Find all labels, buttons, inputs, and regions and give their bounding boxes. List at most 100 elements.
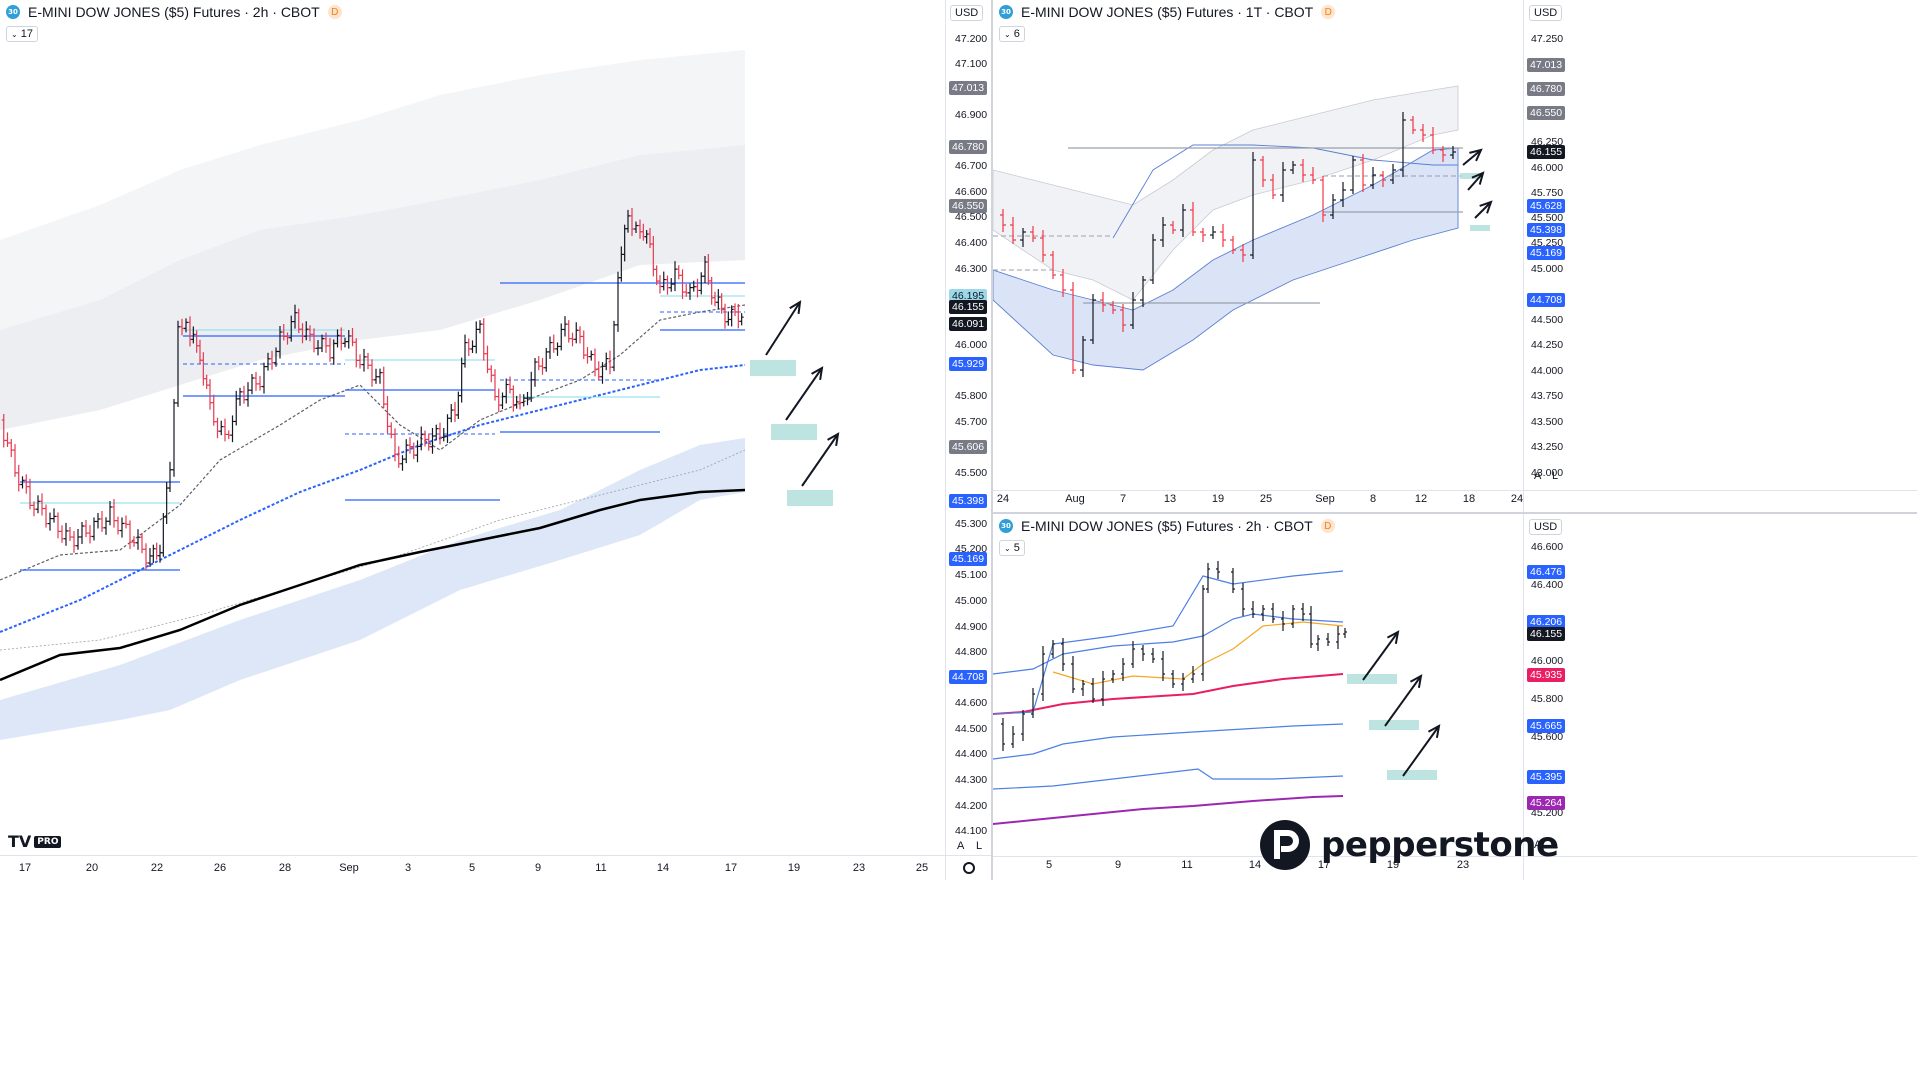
symbol-header[interactable]: 30 E-MINI DOW JONES ($5) Futures · 2h · … [999, 518, 1335, 534]
delayed-data-badge[interactable]: D [1321, 5, 1336, 19]
price-axis-label: 45.300 [955, 518, 988, 530]
date-label: 5 [1045, 859, 1053, 871]
price-axis-label: 45.500 [1531, 212, 1564, 224]
indicators-toggle[interactable]: ⌄ 5 [999, 540, 1025, 556]
price-axis-label: 46.300 [955, 263, 988, 275]
date-label: 24 [996, 493, 1010, 505]
price-axis-label: 43.250 [1531, 441, 1564, 453]
price-axis-label: 46.900 [955, 109, 988, 121]
arrow-line [1474, 201, 1492, 219]
symbol-title[interactable]: E-MINI DOW JONES ($5) Futures · 2h · CBO… [28, 4, 320, 20]
log-scale-button[interactable]: L [1552, 470, 1559, 482]
settings-gear-icon[interactable] [963, 862, 975, 874]
price-axis-label: 47.100 [955, 58, 988, 70]
price-axis-label: 43.750 [1531, 390, 1564, 402]
price-axis-label: 44.200 [955, 800, 988, 812]
date-label: 5 [468, 862, 476, 874]
price-axis-label: 44.500 [955, 723, 988, 735]
chart-pane-bottom-right[interactable]: 30 E-MINI DOW JONES ($5) Futures · 2h · … [993, 514, 1917, 880]
log-scale-button[interactable]: L [1552, 839, 1559, 851]
price-chart-bottom-right[interactable] [993, 514, 1523, 856]
pepperstone-logo-icon [1260, 820, 1310, 870]
price-tag: 45.665 [1527, 719, 1566, 733]
pane-divider-vertical[interactable] [991, 0, 993, 880]
arrow-head [1469, 148, 1483, 162]
target-zone [1347, 674, 1397, 684]
indicators-toggle[interactable]: ⌄ 17 [6, 26, 38, 42]
arrow-head [789, 300, 802, 315]
chart-pane-top-right[interactable]: 30 E-MINI DOW JONES ($5) Futures · 1T · … [993, 0, 1917, 512]
currency-selector[interactable]: USD [1529, 5, 1563, 21]
log-scale-button[interactable]: L [976, 840, 983, 852]
price-tag: 45.264 [1527, 796, 1566, 810]
auto-scale-button[interactable]: A [1534, 839, 1542, 851]
price-axis-divider [1523, 514, 1524, 880]
currency-selector[interactable]: USD [1529, 519, 1563, 535]
price-chart-top-right[interactable] [993, 0, 1523, 490]
symbol-title[interactable]: E-MINI DOW JONES ($5) Futures · 1T · CBO… [1021, 4, 1314, 20]
price-axis-label: 45.800 [1531, 693, 1564, 705]
price-axis-label: 46.500 [955, 211, 988, 223]
price-tag: 46.155 [949, 300, 988, 314]
pane-divider-horizontal[interactable] [993, 512, 1917, 514]
band-line [993, 768, 1344, 790]
date-label: 9 [534, 862, 542, 874]
symbol-title[interactable]: E-MINI DOW JONES ($5) Futures · 2h · CBO… [1021, 518, 1313, 534]
delayed-data-badge[interactable]: D [327, 5, 342, 19]
date-label: 17 [1317, 859, 1331, 871]
price-tag: 45.929 [949, 357, 988, 371]
delayed-data-badge[interactable]: D [1320, 519, 1335, 533]
price-tag: 45.169 [1527, 246, 1566, 260]
arrow-line [765, 301, 801, 356]
price-tag: 46.091 [949, 317, 988, 331]
arrow-head [1386, 630, 1400, 644]
indicator-count: 5 [1013, 542, 1020, 554]
price-axis-label: 45.000 [955, 595, 988, 607]
arrow-line [1402, 725, 1440, 777]
price-tag: 45.169 [949, 552, 988, 566]
envelope-band [993, 85, 1459, 301]
price-tag: 45.395 [1527, 770, 1566, 784]
price-tag: 47.013 [949, 81, 988, 95]
price-tag: 45.606 [949, 440, 988, 454]
target-zone [1460, 173, 1480, 179]
price-tag: 46.206 [1527, 615, 1566, 629]
symbol-header[interactable]: 30 E-MINI DOW JONES ($5) Futures · 2h · … [6, 4, 342, 20]
price-axis-label: 46.400 [955, 237, 988, 249]
band-line [993, 723, 1344, 760]
arrow-head [811, 366, 824, 381]
price-axis-label: 46.000 [955, 339, 988, 351]
date-label: 19 [1211, 493, 1225, 505]
date-label: 28 [278, 862, 292, 874]
target-zone [1369, 720, 1419, 730]
date-label: 11 [1181, 859, 1193, 871]
date-label: 14 [1248, 859, 1262, 871]
vwap-lower-line [993, 795, 1344, 825]
date-label: 25 [915, 862, 929, 874]
date-label: 22 [150, 862, 164, 874]
currency-selector[interactable]: USD [950, 5, 984, 21]
symbol-header[interactable]: 30 E-MINI DOW JONES ($5) Futures · 1T · … [999, 4, 1336, 20]
price-axis-label: 44.800 [955, 646, 988, 658]
arrow-line [1467, 172, 1484, 191]
price-axis-label: 44.100 [955, 825, 988, 837]
price-axis-label: 45.000 [1531, 263, 1564, 275]
date-label: 11 [595, 862, 607, 874]
target-zone [1387, 770, 1437, 780]
price-axis-label: 46.000 [1531, 655, 1564, 667]
auto-scale-button[interactable]: A [1534, 470, 1542, 482]
date-label: 18 [1462, 493, 1476, 505]
arrow-line [785, 367, 823, 421]
chevron-down-icon: ⌄ [1004, 543, 1011, 553]
price-axis-label: 44.300 [955, 774, 988, 786]
auto-scale-button[interactable]: A [957, 840, 965, 852]
indicators-toggle[interactable]: ⌄ 6 [999, 26, 1025, 42]
chart-pane-left[interactable]: 30 E-MINI DOW JONES ($5) Futures · 2h · … [0, 0, 991, 880]
envelope-inner-band [0, 145, 745, 430]
date-label: 12 [1414, 493, 1428, 505]
moving-average-fast [0, 304, 746, 581]
arrow-line [1462, 149, 1482, 166]
date-label: 24 [1510, 493, 1524, 505]
price-tag: 46.195 [949, 289, 988, 303]
price-chart-left[interactable] [0, 0, 945, 855]
